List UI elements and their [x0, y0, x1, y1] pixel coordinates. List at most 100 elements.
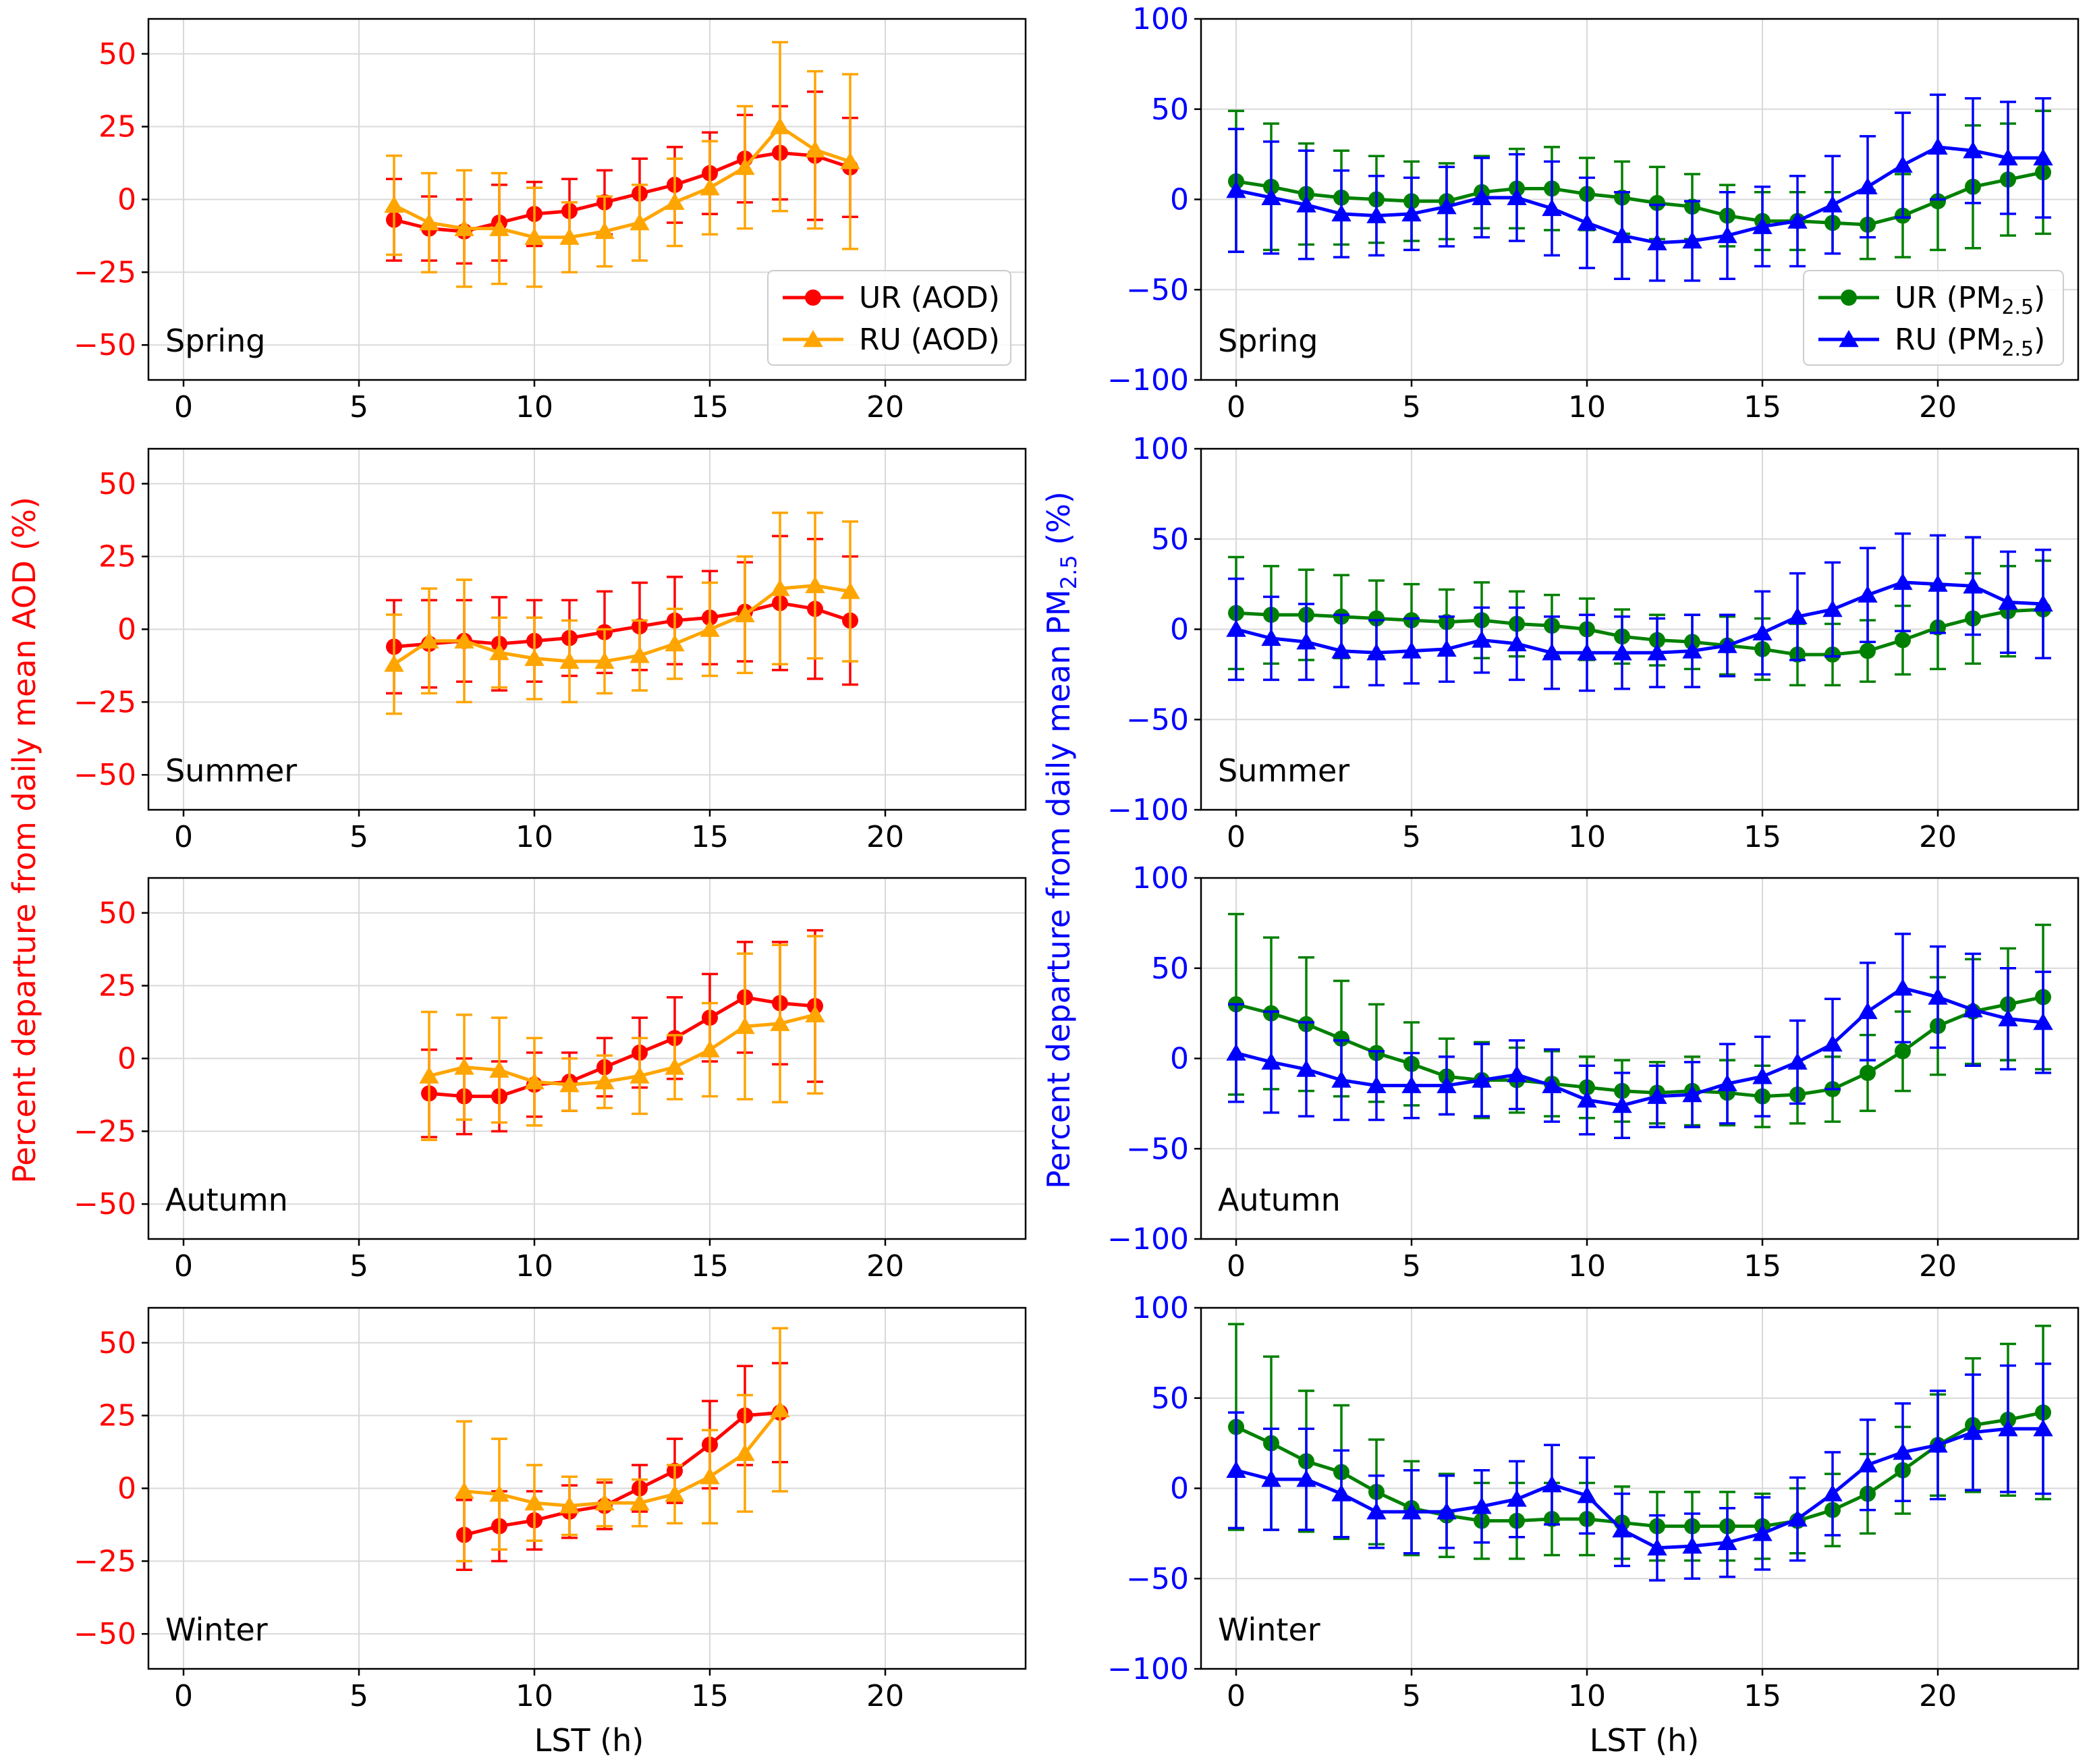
x-tick-label: 15	[1744, 820, 1781, 854]
data-point	[1542, 643, 1562, 661]
y-tick-label: 0	[117, 1472, 136, 1506]
data-point	[770, 1400, 790, 1418]
data-point	[665, 1485, 685, 1502]
y-tick-label: 50	[99, 37, 136, 72]
x-axis-label-right: LST (h)	[1590, 1722, 1700, 1759]
data-point	[489, 1485, 509, 1502]
y-tick-label: −100	[1107, 1222, 1189, 1257]
legend-marker	[1841, 290, 1857, 306]
legend-box	[767, 270, 1011, 366]
data-point	[1226, 1460, 1246, 1478]
y-tick-label: 50	[1151, 92, 1189, 127]
data-point	[630, 646, 650, 663]
data-point	[1752, 623, 1773, 641]
season-label: Winter	[1218, 1611, 1320, 1648]
data-point	[1437, 1502, 1457, 1520]
data-point	[1401, 1076, 1422, 1093]
y-tick-label: 25	[99, 969, 136, 1003]
data-point	[1787, 211, 1808, 229]
y-tick-label: −50	[1126, 702, 1189, 737]
series-ru	[384, 40, 860, 288]
data-point	[1860, 1064, 1876, 1081]
series-ru	[384, 512, 860, 715]
data-point	[1612, 1096, 1632, 1113]
x-tick-label: 5	[1402, 820, 1421, 854]
series-line	[1235, 1427, 2043, 1550]
data-point	[1717, 1074, 1737, 1092]
y-tick-label: 50	[99, 467, 136, 501]
data-point	[454, 1481, 474, 1499]
data-point	[1366, 1076, 1387, 1093]
x-tick-label: 5	[1402, 1249, 1421, 1284]
data-point	[1472, 188, 1492, 206]
x-tick-label: 10	[515, 390, 553, 424]
x-tick-label: 0	[1227, 390, 1246, 424]
chart-spring-pm25: 0 5 10 15 20 −100 −50 0 50 100 Spring UR (PM2.5) RU …	[1107, 2, 2080, 424]
y-tick-label: 100	[1132, 432, 1189, 466]
data-point	[524, 1493, 545, 1511]
y-tick-label: −50	[74, 1617, 136, 1651]
data-point	[1928, 987, 1948, 1005]
y-tick-label: 50	[99, 896, 136, 931]
data-point	[735, 1443, 755, 1461]
data-point	[1717, 1533, 1737, 1550]
series-ru	[1226, 93, 2053, 282]
data-point	[524, 649, 545, 666]
data-point	[1682, 1537, 1702, 1554]
y-tick-label: −50	[1126, 1562, 1189, 1596]
x-tick-label: 10	[1568, 390, 1606, 424]
data-point	[1822, 195, 1843, 213]
y-tick-label: −100	[1107, 1652, 1189, 1686]
data-point	[1261, 1470, 1281, 1487]
data-point	[524, 227, 545, 245]
data-point	[770, 117, 790, 134]
data-point	[419, 631, 439, 649]
data-point	[1577, 213, 1597, 231]
data-point	[1226, 1043, 1246, 1061]
data-point	[1612, 1520, 1632, 1538]
data-point	[1366, 1502, 1387, 1520]
x-tick-label: 10	[1568, 1679, 1606, 1713]
data-point	[1366, 643, 1387, 661]
data-point	[1647, 643, 1667, 661]
x-tick-label: 20	[1919, 1679, 1957, 1713]
x-tick-label: 0	[1227, 1249, 1246, 1284]
data-point	[1612, 643, 1632, 661]
data-point	[1261, 188, 1281, 206]
data-point	[1860, 642, 1876, 659]
data-point	[2033, 1013, 2053, 1030]
data-point	[454, 1057, 474, 1075]
data-point	[1963, 1000, 1983, 1018]
data-point	[384, 655, 404, 672]
data-point	[1331, 1070, 1351, 1088]
data-point	[489, 643, 509, 661]
x-tick-label: 10	[515, 1679, 553, 1713]
season-label: Spring	[165, 323, 265, 359]
y-tick-label: −50	[74, 1187, 136, 1221]
data-point	[1682, 231, 1702, 249]
data-point	[1822, 1035, 1843, 1052]
data-point	[770, 1014, 790, 1031]
data-point	[1998, 148, 2018, 166]
x-tick-label: 0	[174, 1249, 193, 1284]
data-point	[559, 1496, 580, 1514]
data-point	[384, 196, 404, 213]
data-point	[1858, 1455, 1878, 1472]
data-point	[1752, 1067, 1773, 1084]
data-point	[1895, 1043, 1911, 1059]
data-point	[1296, 195, 1316, 213]
data-point	[1507, 1489, 1527, 1507]
y-tick-label: 0	[1170, 183, 1189, 217]
data-point	[1507, 188, 1527, 206]
data-point	[2033, 595, 2053, 612]
chart-autumn-aod: 0 5 10 15 20 −50 −25 0 25 50 Autumn	[74, 877, 1027, 1284]
x-tick-label: 5	[350, 390, 368, 424]
chart-winter-aod: 0 5 10 15 20 −50 −25 0 25 50 Winter	[74, 1306, 1027, 1713]
data-point	[1787, 1052, 1808, 1070]
data-point	[1437, 1076, 1457, 1093]
season-label: Autumn	[165, 1182, 288, 1218]
y-tick-label: 50	[1151, 1381, 1189, 1416]
x-tick-label: 0	[174, 390, 193, 424]
x-tick-label: 5	[1402, 1679, 1421, 1713]
data-point	[1333, 1030, 1349, 1047]
